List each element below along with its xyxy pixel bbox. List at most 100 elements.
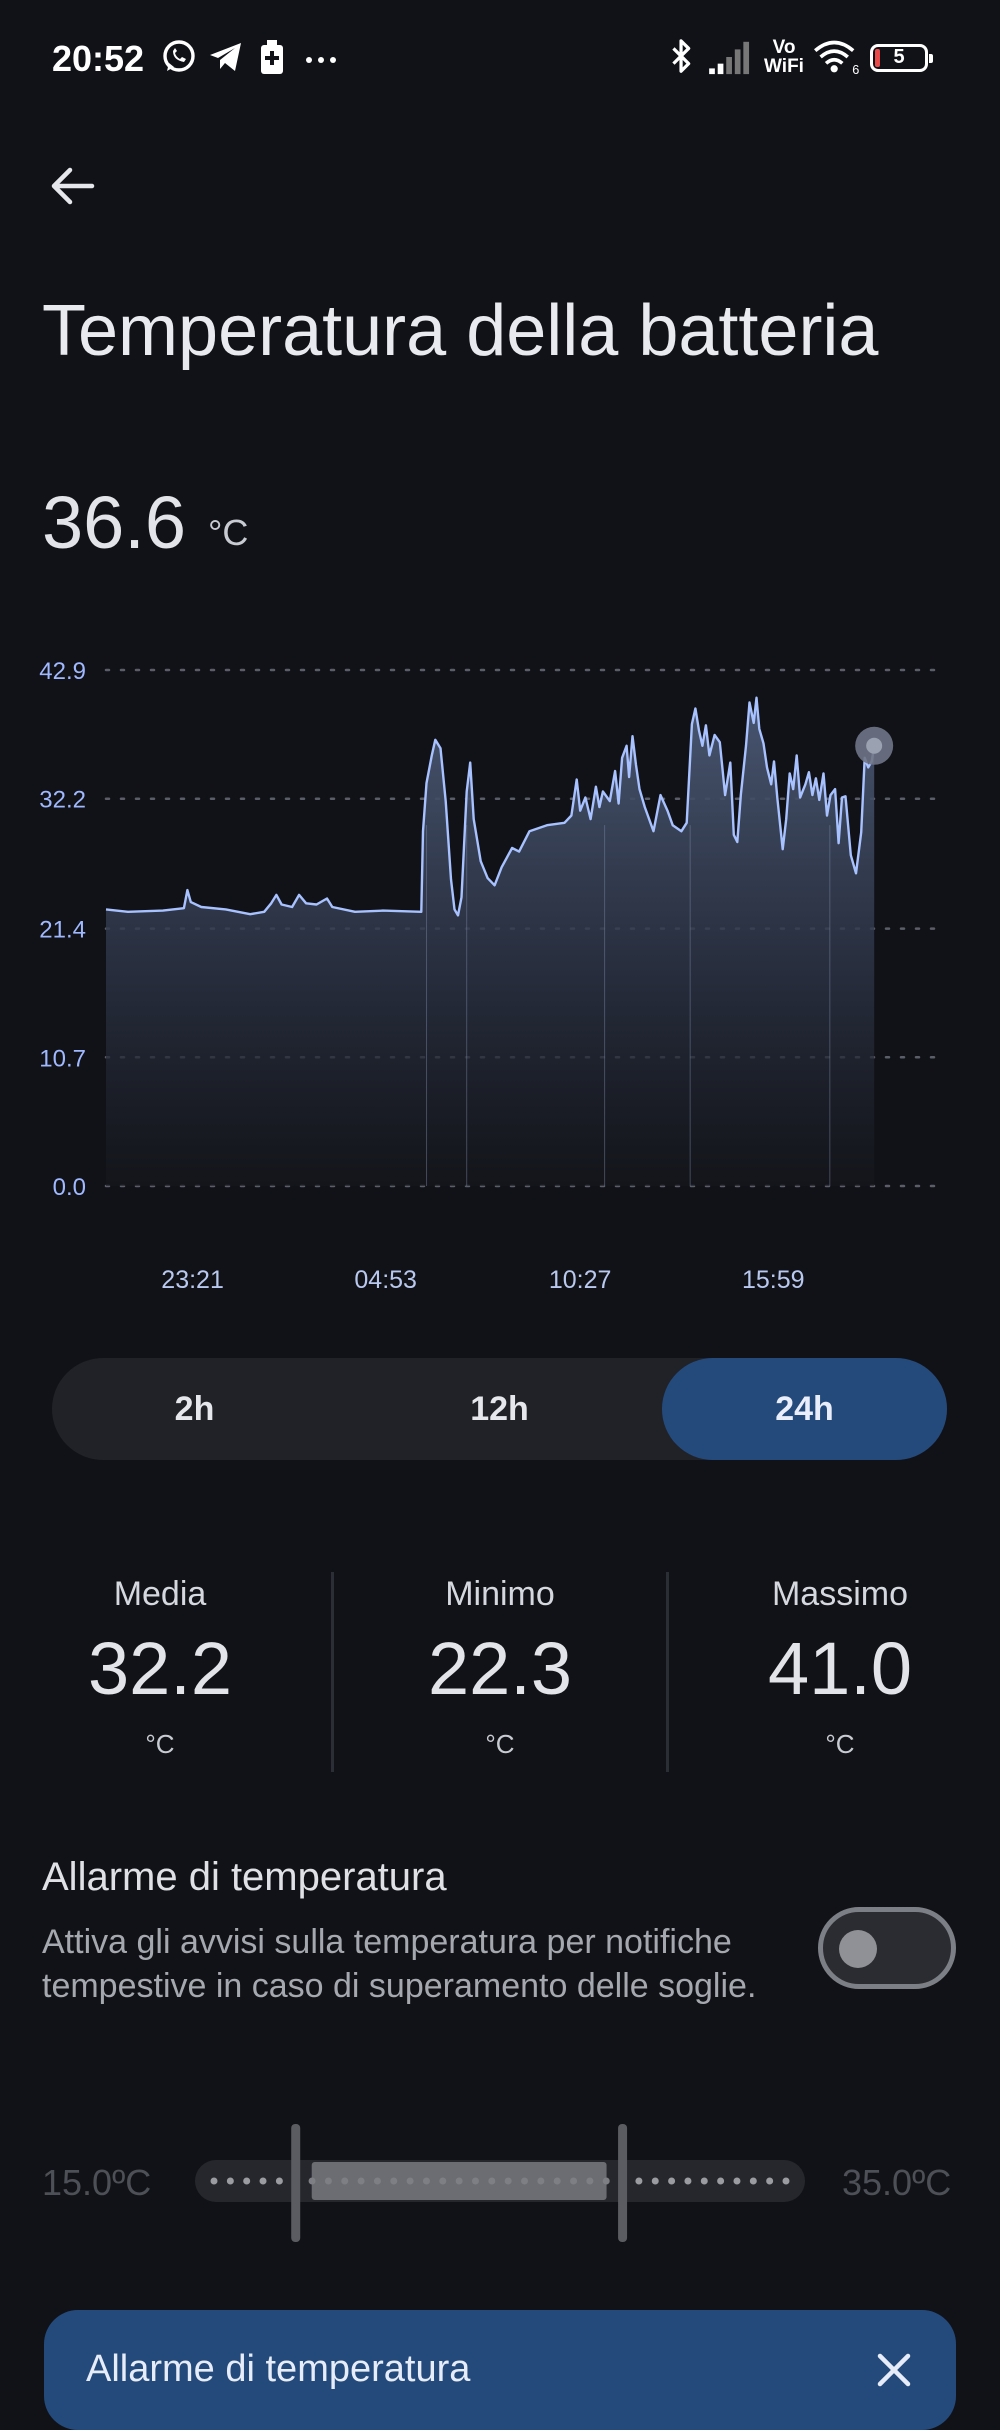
slider-dot xyxy=(471,2177,479,2185)
slider-dot xyxy=(733,2177,741,2185)
signal-icon xyxy=(709,41,750,75)
stat-maximum: Massimo 41.0 °C xyxy=(690,1575,990,1760)
arrow-left-icon xyxy=(51,167,95,205)
range-option-24h[interactable]: 24h xyxy=(662,1358,947,1460)
min-threshold-label: 15.0ºC xyxy=(42,2162,152,2203)
slider-dot xyxy=(390,2177,398,2185)
stat-unit: °C xyxy=(145,1729,175,1759)
y-tick-label: 42.9 xyxy=(39,658,86,685)
x-tick-label: 23:21 xyxy=(161,1266,224,1294)
y-tick-label: 32.2 xyxy=(39,787,86,814)
stat-unit: °C xyxy=(825,1729,855,1759)
y-tick-label: 21.4 xyxy=(39,917,86,944)
stat-unit: °C xyxy=(485,1729,515,1759)
slider-dot xyxy=(210,2177,218,2185)
stat-divider xyxy=(666,1572,669,1772)
status-time: 20:52 xyxy=(52,38,145,79)
range-option-2h[interactable]: 2h xyxy=(174,1389,215,1428)
slider-dot xyxy=(700,2177,708,2185)
telegram-icon xyxy=(210,43,241,71)
stat-value: 41.0 xyxy=(767,1627,913,1710)
bluetooth-icon xyxy=(672,39,691,73)
slider-dot xyxy=(373,2177,381,2185)
temperature-chart[interactable]: 42.9 32.2 21.4 10.7 0.0 23:21 04:53 10:27 15:59 xyxy=(0,640,1000,1320)
more-dots-icon xyxy=(306,57,336,63)
range-selector: 2h 12h 24h xyxy=(52,1358,947,1460)
stat-average: Media 32.2 °C xyxy=(10,1575,310,1760)
slider-dot xyxy=(766,2177,774,2185)
back-button[interactable] xyxy=(36,150,108,222)
stat-divider xyxy=(331,1572,334,1772)
y-axis-ticks: 42.9 32.2 21.4 10.7 0.0 xyxy=(39,658,86,1201)
slider-dot xyxy=(684,2177,692,2185)
page-title: Temperatura della batteria xyxy=(42,291,879,371)
slider-dot xyxy=(439,2177,447,2185)
alarm-banner[interactable]: Allarme di temperatura xyxy=(44,2310,956,2430)
x-tick-label: 10:27 xyxy=(549,1266,612,1294)
y-tick-label: 0.0 xyxy=(53,1174,86,1201)
chart-endpoint-dot xyxy=(866,737,883,754)
temperature-line xyxy=(105,696,876,917)
slider-dot xyxy=(243,2177,251,2185)
wifi-badge: 6 xyxy=(852,63,859,76)
toggle-knob xyxy=(839,1930,877,1968)
x-tick-label: 04:53 xyxy=(354,1266,417,1294)
slider-dot xyxy=(341,2177,349,2185)
max-threshold-label: 35.0ºC xyxy=(842,2162,952,2203)
slider-dot xyxy=(488,2177,496,2185)
chart-endpoint xyxy=(855,726,894,765)
battery-icon: 5 xyxy=(870,44,933,72)
slider-dot xyxy=(406,2177,414,2185)
stat-label: Media xyxy=(113,1575,207,1613)
slider-dot xyxy=(357,2177,365,2185)
slider-dot xyxy=(651,2177,659,2185)
slider-dot xyxy=(275,2177,283,2185)
close-icon[interactable] xyxy=(870,2346,918,2394)
chart-markers xyxy=(426,825,831,1186)
slider-dot xyxy=(570,2177,578,2185)
stat-label: Massimo xyxy=(771,1575,909,1613)
range-option-12h[interactable]: 12h xyxy=(470,1389,529,1428)
battery-saver-icon xyxy=(261,40,283,74)
whatsapp-icon xyxy=(163,40,195,72)
slider-dots xyxy=(210,2177,790,2185)
slider-dot xyxy=(602,2177,610,2185)
alarm-description: Attiva gli avvisi sulla temperatura per … xyxy=(42,1923,757,2005)
slider-dot xyxy=(782,2177,790,2185)
x-tick-label: 15:59 xyxy=(742,1266,805,1294)
stat-minimum: Minimo 22.3 °C xyxy=(350,1575,650,1760)
slider-dot xyxy=(717,2177,725,2185)
stat-label: Minimo xyxy=(445,1575,555,1613)
slider-max-handle[interactable] xyxy=(618,2124,628,2242)
alarm-title: Allarme di temperatura xyxy=(42,1855,447,1899)
y-tick-label: 10.7 xyxy=(39,1045,86,1072)
slider-dot xyxy=(308,2177,316,2185)
slider-dot xyxy=(521,2177,529,2185)
threshold-range-slider[interactable] xyxy=(190,2118,810,2248)
stat-value: 22.3 xyxy=(427,1627,573,1710)
slider-dot xyxy=(324,2177,332,2185)
slider-dot xyxy=(537,2177,545,2185)
vowifi-icon: Vo WiFi xyxy=(762,38,806,76)
slider-dot xyxy=(586,2177,594,2185)
wifi-icon: 6 xyxy=(814,40,859,76)
slider-dot xyxy=(504,2177,512,2185)
temperature-area xyxy=(106,697,875,1186)
slider-dot xyxy=(259,2177,267,2185)
slider-min-handle[interactable] xyxy=(291,2124,301,2242)
current-temperature-unit: °C xyxy=(208,512,249,553)
banner-title: Allarme di temperatura xyxy=(86,2348,471,2390)
slider-dot xyxy=(226,2177,234,2185)
slider-dot xyxy=(668,2177,676,2185)
x-axis-ticks: 23:21 04:53 10:27 15:59 xyxy=(161,1266,804,1294)
slider-dot xyxy=(749,2177,757,2185)
slider-dot xyxy=(455,2177,463,2185)
slider-dots-selected xyxy=(308,2177,610,2185)
slider-dot xyxy=(635,2177,643,2185)
vowifi-text-top: Vo xyxy=(772,37,796,58)
current-temperature-value: 36.6 xyxy=(42,481,187,564)
stat-value: 32.2 xyxy=(87,1627,233,1710)
vowifi-text-bottom: WiFi xyxy=(764,56,804,77)
slider-dot xyxy=(553,2177,561,2185)
alarm-toggle[interactable] xyxy=(818,1907,956,1989)
